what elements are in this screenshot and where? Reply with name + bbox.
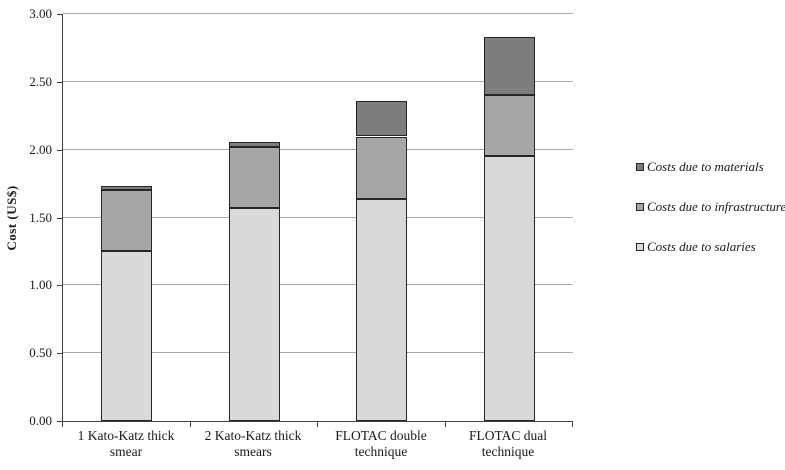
y-axis-tick — [57, 82, 62, 83]
x-axis-label: FLOTAC dual technique — [468, 428, 548, 459]
y-axis-tick — [57, 421, 62, 422]
y-tick-label: 2.00 — [29, 142, 52, 157]
bar-segment-salaries — [356, 199, 407, 421]
gridline — [63, 284, 573, 286]
x-axis-tick — [317, 422, 318, 427]
legend-marker-icon — [636, 242, 644, 251]
gridline — [63, 216, 573, 218]
y-axis-tick — [57, 353, 62, 354]
plot-area — [62, 13, 573, 422]
bar-segment-infrastructure — [101, 190, 152, 251]
x-axis-label: 1 Kato-Katz thick smear — [77, 428, 175, 459]
legend-label: Costs due to infrastructure — [647, 198, 785, 214]
legend-label: Costs due to materials — [647, 158, 764, 174]
y-axis-tick — [57, 14, 62, 15]
y-tick-label: 1.00 — [29, 277, 52, 292]
x-axis-tick — [62, 422, 63, 427]
x-axis-tick — [190, 422, 191, 427]
bar-segment-infrastructure — [356, 137, 407, 199]
y-tick-label: 3.00 — [29, 6, 52, 21]
y-axis-tick — [57, 218, 62, 219]
bar-segment-salaries — [229, 208, 280, 421]
legend-marker-icon — [636, 162, 644, 171]
y-tick-label: 1.50 — [29, 210, 52, 225]
x-axis-label: FLOTAC double technique — [335, 428, 427, 459]
legend-marker-icon — [636, 202, 644, 211]
y-tick-label: 0.00 — [29, 413, 52, 428]
legend-item: Costs due to materials — [636, 158, 785, 174]
x-axis-tick — [445, 422, 446, 427]
legend: Costs due to materials Costs due to infra… — [636, 158, 785, 280]
legend-label: Costs due to salaries — [647, 238, 756, 254]
y-axis-tick — [57, 285, 62, 286]
legend-item: Costs due to infrastructure — [636, 198, 785, 214]
gridline — [63, 352, 573, 354]
legend-item: Costs due to salaries — [636, 238, 785, 254]
x-axis-tick — [572, 422, 573, 427]
bar-segment-materials — [356, 101, 407, 136]
bar-segment-infrastructure — [229, 147, 280, 208]
gridline — [63, 13, 573, 14]
y-axis-tick — [57, 150, 62, 151]
gridline — [63, 148, 573, 150]
bar-segment-salaries — [101, 251, 152, 421]
gridline — [63, 80, 573, 82]
bar-segment-materials — [484, 37, 535, 95]
bar-segment-salaries — [484, 156, 535, 421]
y-tick-label: 0.50 — [29, 345, 52, 360]
bar-segment-infrastructure — [484, 95, 535, 156]
x-axis-label: 2 Kato-Katz thick smears — [204, 428, 302, 459]
bar-segment-materials — [229, 142, 280, 147]
bar-segment-materials — [101, 186, 152, 190]
y-tick-label: 2.50 — [29, 74, 52, 89]
